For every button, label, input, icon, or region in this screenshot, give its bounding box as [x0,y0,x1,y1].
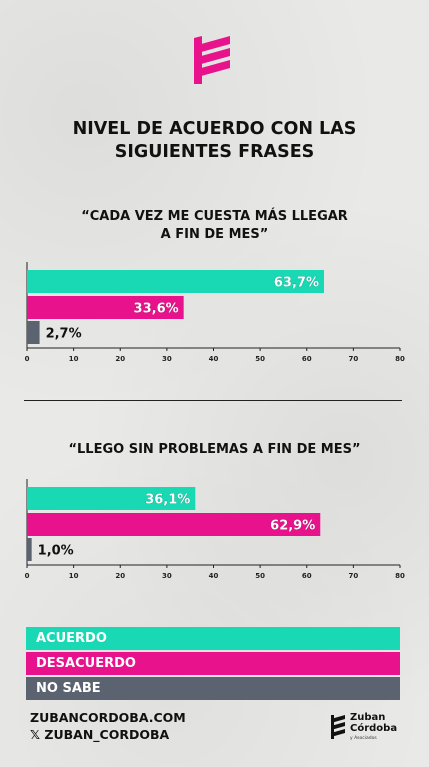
brand-line-2: Córdoba [350,723,398,734]
chart-1-x-tick-label-0: 0 [25,355,30,363]
chart-1-value-label-2: 2,7% [46,327,82,342]
chart-2-bar-desacuerdo [27,513,321,536]
chart-2-value-label-0: 36,1% [145,493,190,508]
title-line-2: SIGUIENTES FRASES [114,142,315,162]
chart-1: 63,7% 33,6% 2,7% 0 10 20 30 40 50 60 70 80 [25,262,405,363]
chart-2: 36,1% 62,9% 1,0% 0 10 20 30 40 50 60 70 80 [25,479,405,580]
chart-1-title-line-2: A FIN DE MES” [160,227,269,242]
chart-1-bar-no-sabe [27,321,40,344]
chart-2-x-tick-label-7: 70 [349,572,359,580]
chart-1-title: “CADA VEZ ME CUESTA MÁS LLEGAR A FIN DE … [0,208,429,244]
chart-2-x-tick-label-8: 80 [395,572,405,580]
social-link[interactable]: 𝕏 ZUBAN_CORDOBA [30,727,170,742]
chart-1-bar-acuerdo [27,270,325,293]
chart-2-x-tick-label-0: 0 [25,572,30,580]
chart-2-title: “LLEGO SIN PROBLEMAS A FIN DE MES” [0,441,429,459]
chart-2-x-tick-label-1: 10 [69,572,79,580]
legend-no-sabe: NO SABE [26,677,400,700]
title-line-1: NIVEL DE ACUERDO CON LAS [72,119,357,139]
chart-1-x-tick-label-2: 20 [115,355,125,363]
chart-2-title-line-1: “LLEGO SIN PROBLEMAS A FIN DE MES” [68,442,361,457]
chart-2-bar-no-sabe [27,538,32,561]
section-divider [24,400,402,401]
chart-1-title-line-1: “CADA VEZ ME CUESTA MÁS LLEGAR [81,209,348,224]
chart-1-x-tick-label-8: 80 [395,355,405,363]
chart-1-x-tick-label-3: 30 [162,355,172,363]
legend-desacuerdo: DESACUERDO [26,652,400,675]
chart-1-value-label-0: 63,7% [274,276,319,291]
brand-line-3: y Asociados [350,736,377,741]
page-title: NIVEL DE ACUERDO CON LAS SIGUIENTES FRAS… [0,118,429,164]
chart-2-x-tick-label-4: 40 [209,572,219,580]
chart-2-value-label-1: 62,9% [270,519,315,534]
zuban-logo-icon [331,715,345,739]
brand-logo: Zuban Córdoba y Asociados [330,712,400,746]
chart-1-x-tick-label-4: 40 [209,355,219,363]
stripes-logo-icon [194,36,230,84]
chart-2-x-tick-label-2: 20 [115,572,125,580]
chart-2-bar-acuerdo [27,487,196,510]
chart-1-x-tick-label-5: 50 [255,355,265,363]
brand-name: Zuban Córdoba [350,712,397,734]
chart-2-x-tick-label-5: 50 [255,572,265,580]
chart-2-x-tick-label-6: 60 [302,572,312,580]
chart-2-x-tick-label-3: 30 [162,572,172,580]
chart-2-value-label-2: 1,0% [38,544,74,559]
legend-acuerdo: ACUERDO [26,627,400,650]
website-link[interactable]: ZUBANCORDOBA.COM [30,710,186,725]
chart-1-x-tick-label-1: 10 [69,355,79,363]
chart-1-x-tick-label-6: 60 [302,355,312,363]
chart-1-value-label-1: 33,6% [134,302,179,317]
brand-line-1: Zuban [350,712,386,723]
chart-1-x-tick-label-7: 70 [349,355,359,363]
chart-1-bar-desacuerdo [27,296,184,319]
